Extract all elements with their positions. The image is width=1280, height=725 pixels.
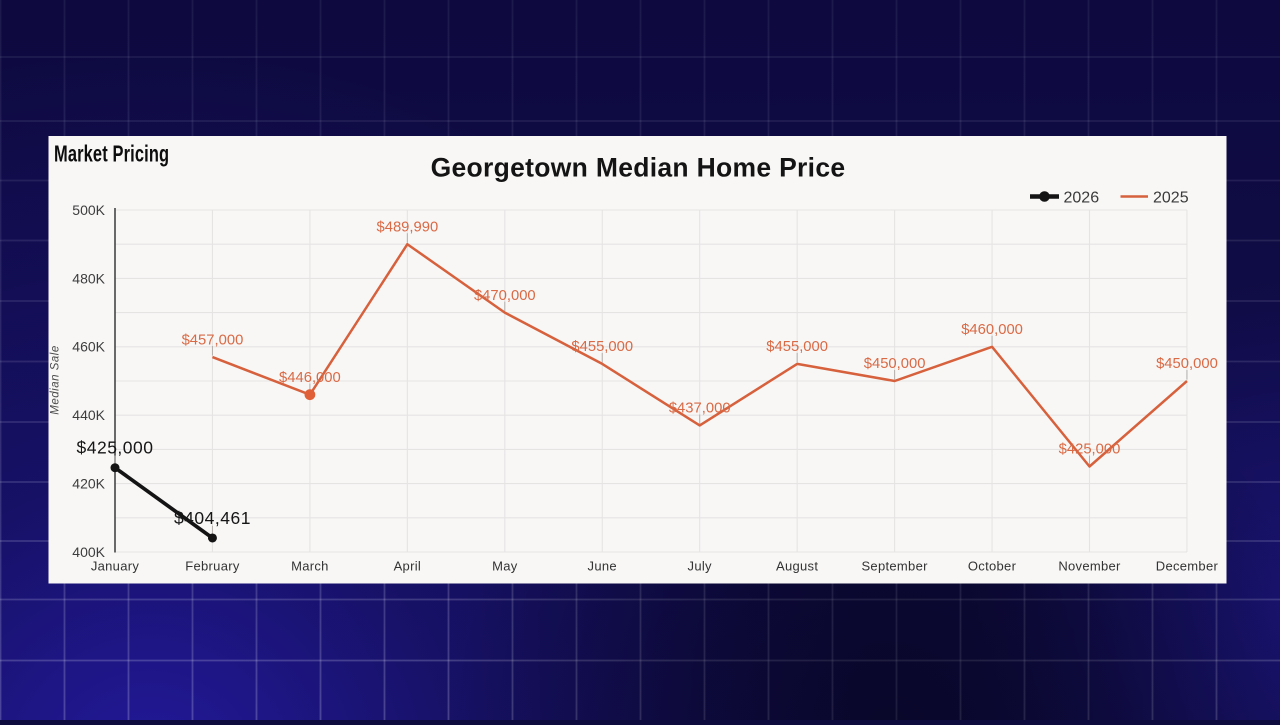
svg-text:$450,000: $450,000 bbox=[864, 356, 926, 372]
svg-text:Georgetown Median Home Price: Georgetown Median Home Price bbox=[431, 153, 846, 183]
svg-text:$455,000: $455,000 bbox=[766, 339, 828, 355]
svg-text:May: May bbox=[492, 559, 518, 574]
svg-text:480K: 480K bbox=[72, 270, 105, 286]
svg-text:June: June bbox=[588, 559, 617, 574]
svg-text:April: April bbox=[394, 559, 422, 574]
svg-text:$425,000: $425,000 bbox=[1059, 442, 1121, 458]
svg-text:2026: 2026 bbox=[1064, 189, 1100, 206]
svg-text:March: March bbox=[291, 559, 329, 574]
svg-text:October: October bbox=[968, 559, 1017, 574]
svg-text:$450,000: $450,000 bbox=[1156, 356, 1218, 372]
svg-text:$489,990: $489,990 bbox=[376, 219, 438, 235]
svg-text:500K: 500K bbox=[72, 202, 105, 218]
svg-text:$470,000: $470,000 bbox=[474, 288, 536, 304]
svg-text:460K: 460K bbox=[72, 339, 105, 355]
svg-text:$437,000: $437,000 bbox=[669, 401, 731, 417]
svg-text:$425,000: $425,000 bbox=[77, 438, 154, 458]
svg-text:420K: 420K bbox=[72, 476, 105, 492]
svg-text:$446,000: $446,000 bbox=[279, 370, 341, 386]
svg-text:Median Sale: Median Sale bbox=[50, 345, 62, 414]
svg-text:$455,000: $455,000 bbox=[571, 339, 633, 355]
svg-text:$460,000: $460,000 bbox=[961, 322, 1023, 338]
svg-text:July: July bbox=[688, 559, 713, 574]
svg-text:February: February bbox=[185, 559, 240, 574]
svg-text:August: August bbox=[776, 559, 818, 574]
svg-text:December: December bbox=[1156, 559, 1219, 574]
svg-text:September: September bbox=[861, 559, 928, 574]
svg-text:2025: 2025 bbox=[1153, 189, 1189, 206]
svg-text:400K: 400K bbox=[72, 544, 105, 560]
svg-text:440K: 440K bbox=[72, 407, 105, 423]
svg-text:$404,461: $404,461 bbox=[174, 508, 251, 528]
svg-text:November: November bbox=[1058, 559, 1121, 574]
svg-text:Market Pricing: Market Pricing bbox=[54, 142, 169, 167]
svg-text:January: January bbox=[91, 559, 140, 574]
svg-text:$457,000: $457,000 bbox=[182, 332, 244, 348]
